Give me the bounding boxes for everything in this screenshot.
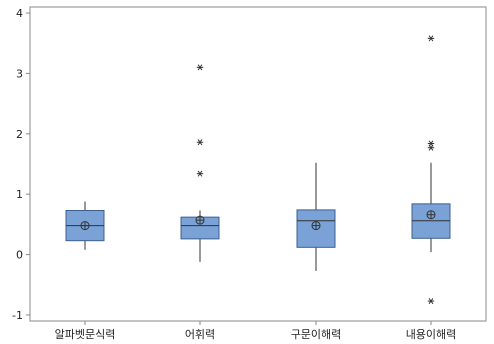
plot-frame [29, 6, 487, 322]
y-tick-label: 2 [16, 128, 23, 141]
y-tick-label: 4 [16, 7, 23, 20]
category-label: 내용이해력 [406, 327, 457, 341]
outlier-marker [428, 298, 434, 305]
category-label: 어휘력 [185, 328, 215, 341]
category-label: 알파벳문식력 [55, 327, 116, 341]
y-tick-label: -1 [12, 309, 23, 322]
y-tick-label: 1 [16, 188, 23, 201]
outlier-marker [428, 35, 434, 42]
outlier-marker [197, 170, 203, 177]
outlier-marker [197, 139, 203, 146]
y-tick-label: 3 [16, 67, 23, 80]
y-tick-label: 0 [16, 249, 23, 262]
category-label: 구문이해력 [291, 327, 342, 341]
outlier-marker [197, 64, 203, 71]
outlier-marker [428, 144, 434, 151]
iqr-box [296, 209, 336, 248]
